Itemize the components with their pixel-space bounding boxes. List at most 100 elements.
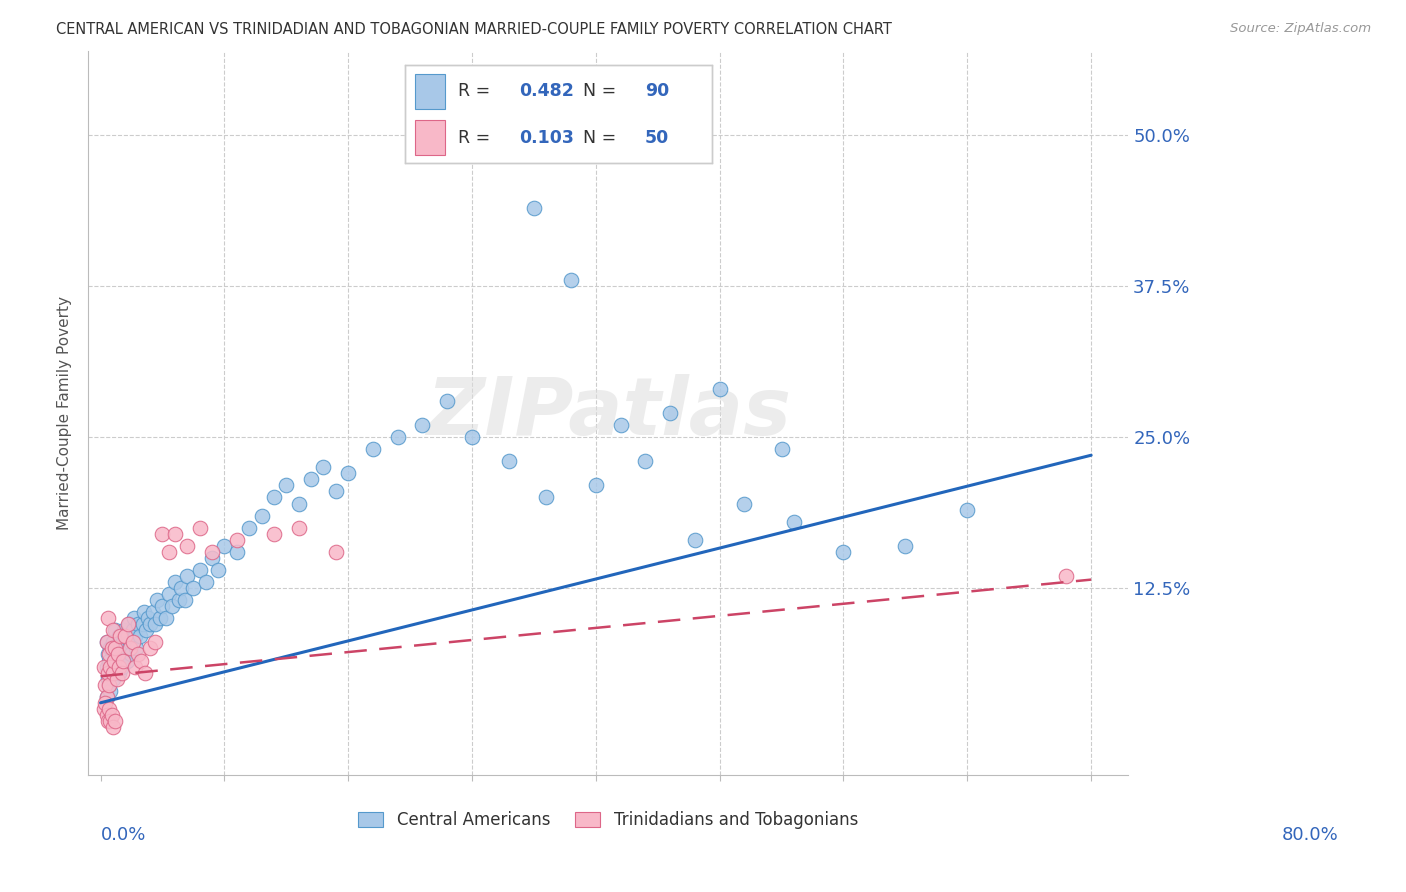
Point (104, 648, 127, 662)
Point (225, 545, 247, 559)
Point (361, 442, 384, 457)
Point (157, 587, 180, 601)
Point (100, 683, 122, 698)
Point (96, 635, 118, 649)
Point (117, 629, 139, 643)
Point (98, 678, 121, 692)
Point (560, 273, 582, 287)
Point (238, 521, 260, 535)
Point (299, 472, 322, 486)
Point (96, 707, 118, 722)
Point (110, 659, 132, 673)
Point (170, 581, 193, 595)
Point (105, 672, 128, 686)
Point (225, 533, 247, 547)
Point (96, 690, 118, 704)
Point (120, 641, 142, 656)
Point (97, 611, 120, 625)
Point (114, 641, 136, 656)
Point (287, 496, 309, 510)
Point (100, 665, 122, 680)
Point (139, 641, 162, 656)
Point (176, 539, 198, 553)
Point (124, 629, 146, 643)
Point (135, 624, 157, 638)
Point (97, 648, 120, 662)
Point (110, 648, 132, 662)
Point (98, 648, 121, 662)
Point (536, 491, 558, 505)
Point (149, 611, 172, 625)
Point (136, 611, 159, 625)
Point (93, 702, 115, 716)
Point (114, 629, 136, 643)
Point (120, 635, 142, 649)
Point (111, 635, 134, 649)
Point (173, 593, 195, 607)
Point (129, 629, 152, 643)
Point (100, 707, 122, 722)
Point (143, 635, 166, 649)
Point (894, 539, 917, 553)
Point (152, 526, 174, 541)
Point (387, 430, 409, 444)
Point (103, 653, 125, 667)
Point (94, 696, 117, 710)
Point (188, 521, 211, 535)
Point (96, 659, 118, 673)
Point (105, 653, 128, 667)
Text: 0.0%: 0.0% (101, 826, 146, 844)
Point (312, 460, 335, 475)
Point (93, 659, 115, 673)
Point (152, 599, 174, 614)
Point (733, 496, 755, 510)
Point (498, 454, 520, 468)
Point (194, 574, 217, 589)
Legend: Central Americans, Trinidadians and Tobagonians: Central Americans, Trinidadians and Toba… (352, 805, 865, 836)
Point (276, 478, 298, 492)
Point (167, 593, 190, 607)
Point (201, 550, 224, 565)
Point (94, 678, 117, 692)
Point (176, 569, 198, 583)
Point (97, 714, 120, 728)
Point (112, 624, 135, 638)
Point (101, 672, 124, 686)
Point (98, 678, 121, 692)
Point (287, 521, 309, 535)
Point (659, 406, 682, 420)
Point (155, 611, 177, 625)
Point (125, 641, 148, 656)
Point (139, 617, 162, 632)
Point (101, 624, 124, 638)
Point (461, 430, 484, 444)
Point (121, 624, 143, 638)
Point (956, 502, 979, 516)
Point (131, 653, 153, 667)
Point (110, 629, 132, 643)
Point (111, 653, 134, 667)
Point (124, 659, 146, 673)
Point (115, 653, 138, 667)
Text: CENTRAL AMERICAN VS TRINIDADIAN AND TOBAGONIAN MARRIED-COUPLE FAMILY POVERTY COR: CENTRAL AMERICAN VS TRINIDADIAN AND TOBA… (56, 22, 893, 37)
Point (117, 617, 139, 632)
Point (188, 563, 211, 577)
Point (101, 720, 124, 734)
Point (436, 393, 458, 408)
Point (104, 624, 127, 638)
Point (141, 605, 163, 619)
Point (325, 545, 347, 559)
Point (163, 574, 186, 589)
Point (709, 382, 731, 396)
Point (157, 545, 180, 559)
Point (143, 617, 166, 632)
Point (325, 484, 347, 499)
Point (1054, 569, 1077, 583)
Point (127, 648, 149, 662)
Point (337, 467, 360, 481)
Point (104, 641, 127, 656)
Point (122, 611, 145, 625)
Point (162, 599, 184, 614)
Point (832, 545, 855, 559)
Point (107, 648, 129, 662)
